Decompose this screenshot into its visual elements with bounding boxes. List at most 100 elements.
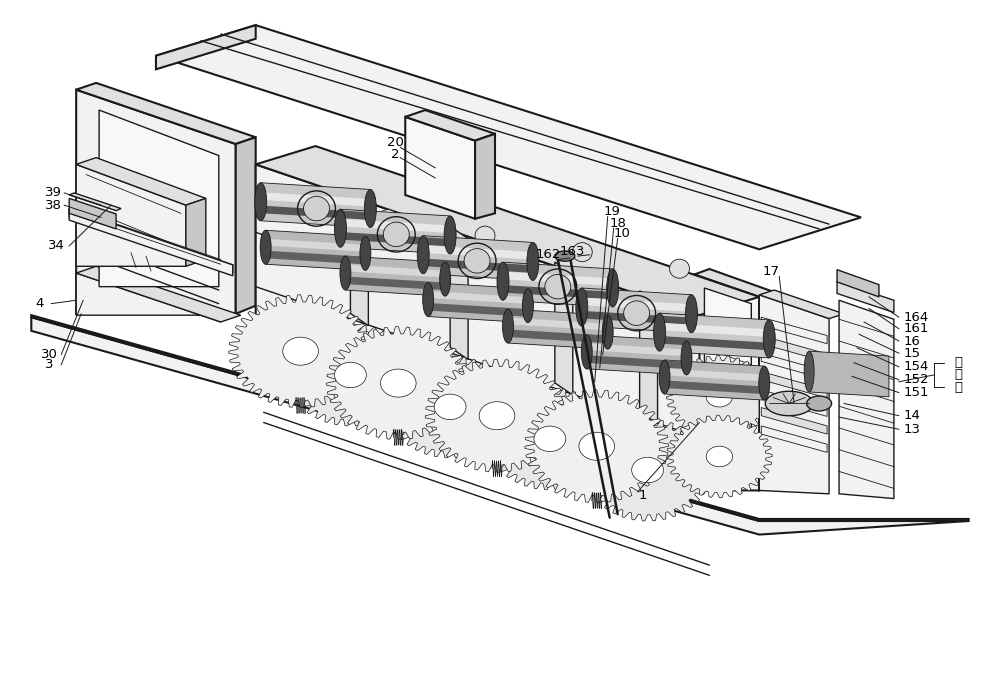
Ellipse shape — [602, 315, 613, 349]
Polygon shape — [31, 315, 969, 521]
Ellipse shape — [572, 243, 592, 262]
Polygon shape — [761, 390, 827, 417]
Polygon shape — [423, 236, 533, 280]
Polygon shape — [761, 336, 827, 362]
Polygon shape — [76, 266, 241, 322]
Text: 保: 保 — [955, 356, 963, 369]
Polygon shape — [266, 239, 365, 252]
Polygon shape — [350, 192, 368, 325]
Polygon shape — [809, 351, 889, 397]
Polygon shape — [69, 209, 233, 276]
Polygon shape — [761, 317, 827, 344]
Ellipse shape — [434, 394, 466, 419]
Text: 16: 16 — [904, 334, 921, 348]
Polygon shape — [503, 262, 613, 307]
Polygon shape — [76, 90, 236, 314]
Polygon shape — [405, 117, 475, 219]
Polygon shape — [584, 419, 711, 521]
Polygon shape — [69, 198, 116, 229]
Polygon shape — [340, 219, 450, 233]
Polygon shape — [640, 291, 658, 424]
Ellipse shape — [281, 193, 301, 212]
Ellipse shape — [527, 242, 539, 280]
Polygon shape — [76, 273, 221, 322]
Polygon shape — [423, 246, 533, 260]
Text: 13: 13 — [904, 423, 921, 436]
Text: 154: 154 — [904, 360, 929, 373]
Polygon shape — [69, 209, 233, 273]
Ellipse shape — [304, 196, 329, 221]
Polygon shape — [69, 193, 121, 211]
Polygon shape — [665, 360, 764, 400]
Polygon shape — [345, 265, 445, 278]
Ellipse shape — [579, 432, 615, 460]
Ellipse shape — [283, 337, 318, 365]
Ellipse shape — [706, 387, 733, 407]
Polygon shape — [508, 318, 608, 331]
Ellipse shape — [423, 282, 434, 316]
Polygon shape — [428, 282, 528, 323]
Ellipse shape — [464, 249, 490, 273]
Polygon shape — [156, 25, 256, 70]
Polygon shape — [694, 274, 759, 490]
Ellipse shape — [624, 301, 650, 325]
Polygon shape — [660, 313, 769, 358]
Text: 10: 10 — [613, 227, 630, 240]
Ellipse shape — [522, 288, 533, 323]
Polygon shape — [229, 295, 372, 408]
Polygon shape — [761, 408, 827, 434]
Polygon shape — [587, 335, 686, 375]
Polygon shape — [405, 110, 495, 140]
Text: 39: 39 — [45, 186, 62, 199]
Polygon shape — [345, 276, 445, 291]
Polygon shape — [475, 134, 495, 219]
Polygon shape — [423, 258, 533, 273]
Polygon shape — [99, 110, 219, 286]
Polygon shape — [759, 290, 844, 318]
Polygon shape — [759, 292, 774, 490]
Text: 17: 17 — [763, 265, 780, 278]
Polygon shape — [256, 146, 759, 315]
Polygon shape — [236, 137, 256, 314]
Ellipse shape — [383, 222, 409, 247]
Text: 温: 温 — [955, 368, 963, 381]
Polygon shape — [76, 158, 206, 205]
Ellipse shape — [607, 269, 619, 307]
Polygon shape — [76, 164, 186, 266]
Polygon shape — [503, 271, 613, 286]
Polygon shape — [667, 355, 772, 438]
Text: 19: 19 — [603, 205, 620, 218]
Polygon shape — [665, 368, 764, 381]
Polygon shape — [450, 226, 468, 359]
Polygon shape — [340, 209, 450, 254]
Text: 18: 18 — [609, 217, 626, 230]
Polygon shape — [340, 232, 450, 246]
Text: 162: 162 — [535, 248, 561, 261]
Ellipse shape — [260, 231, 271, 264]
Polygon shape — [837, 281, 894, 312]
Ellipse shape — [765, 391, 813, 416]
Ellipse shape — [706, 446, 733, 466]
Ellipse shape — [360, 237, 371, 270]
Text: 板: 板 — [955, 381, 963, 394]
Polygon shape — [582, 288, 691, 333]
Text: 164: 164 — [904, 311, 929, 324]
Polygon shape — [31, 317, 969, 535]
Ellipse shape — [581, 335, 592, 369]
Ellipse shape — [670, 259, 689, 278]
Ellipse shape — [807, 396, 832, 411]
Text: 3: 3 — [45, 358, 54, 371]
Polygon shape — [839, 300, 894, 499]
Ellipse shape — [804, 351, 814, 392]
Polygon shape — [582, 311, 691, 325]
Polygon shape — [761, 426, 827, 452]
Ellipse shape — [475, 226, 495, 245]
Polygon shape — [761, 372, 827, 398]
Polygon shape — [665, 381, 764, 394]
Ellipse shape — [255, 183, 267, 221]
Ellipse shape — [444, 216, 456, 254]
Polygon shape — [345, 256, 445, 296]
Ellipse shape — [334, 209, 346, 248]
Polygon shape — [503, 285, 613, 299]
Text: 4: 4 — [35, 297, 43, 310]
